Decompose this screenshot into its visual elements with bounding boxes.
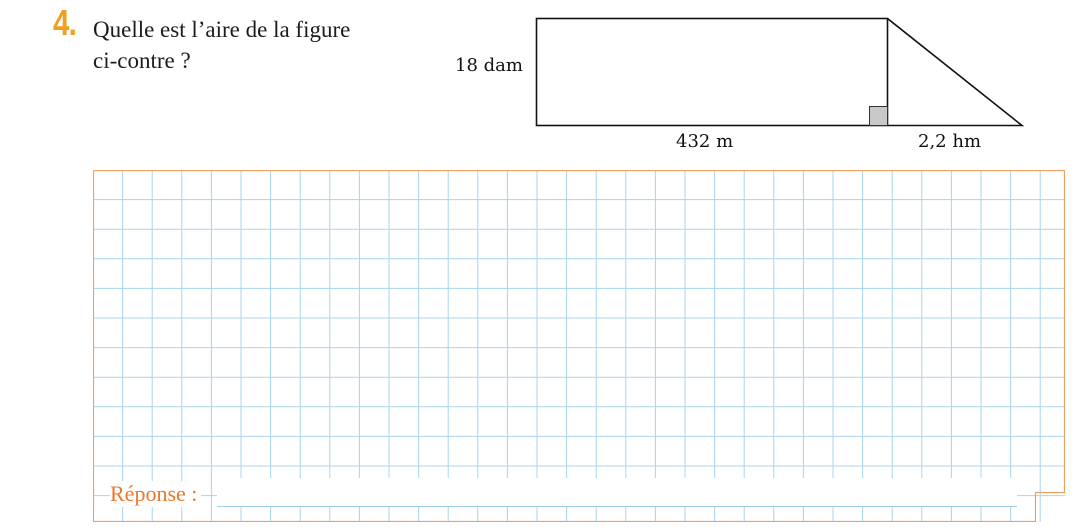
triangle-shape <box>887 17 1025 127</box>
answer-input[interactable] <box>217 478 1017 507</box>
exercise-number: 4. <box>53 2 77 43</box>
height-label: 18 dam <box>455 55 523 76</box>
geometry-figure <box>535 17 1025 127</box>
grid-border <box>93 170 1065 522</box>
rectangle-shape <box>535 17 889 127</box>
question-text: Quelle est l’aire de la figure ci-contre… <box>93 14 423 76</box>
answer-label: Réponse : <box>110 481 202 507</box>
question-line-2: ci-contre ? <box>93 48 191 73</box>
right-angle-marker <box>869 106 888 126</box>
answer-grid <box>93 170 1065 522</box>
grid-lines <box>93 170 1065 522</box>
question-line-1: Quelle est l’aire de la figure <box>93 17 351 42</box>
triangle-base-label: 2,2 hm <box>918 131 982 152</box>
base-label: 432 m <box>676 131 734 152</box>
